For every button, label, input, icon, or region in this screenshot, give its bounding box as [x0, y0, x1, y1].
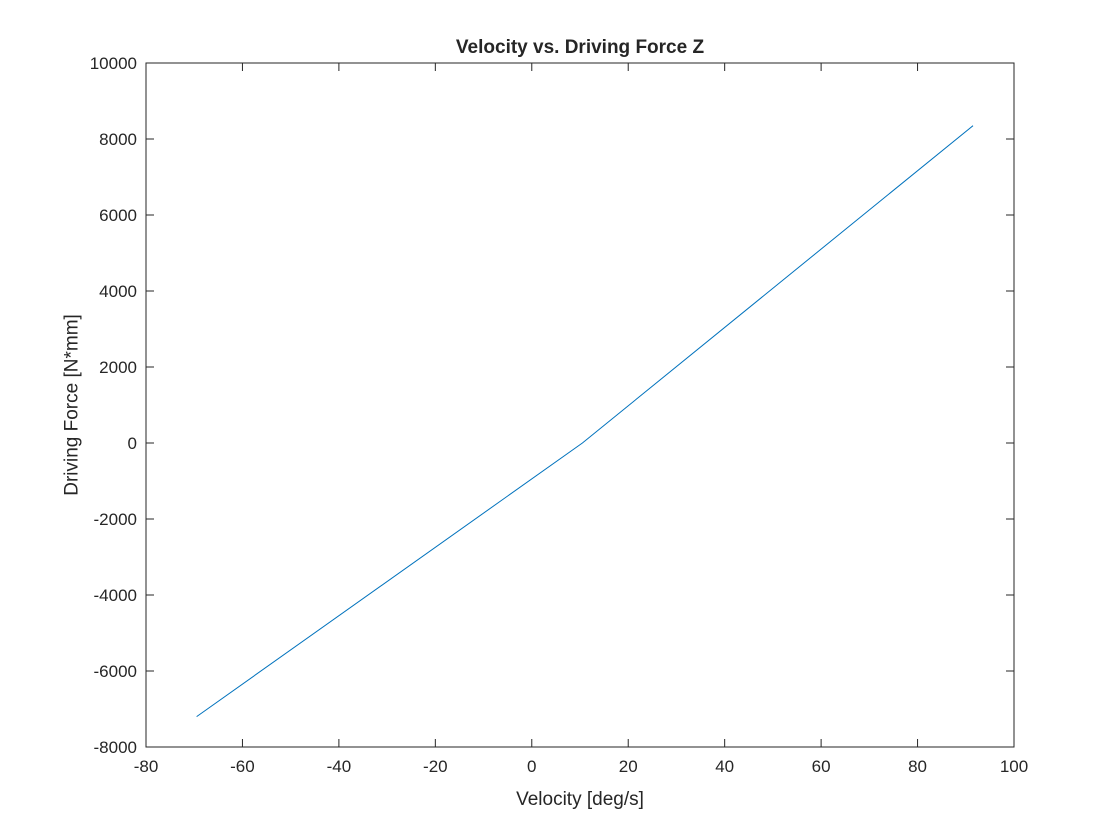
- series-layer: [196, 125, 974, 718]
- x-tick-label: 0: [527, 757, 536, 776]
- x-tick-label: 40: [715, 757, 734, 776]
- x-axis-label: Velocity [deg/s]: [516, 789, 644, 810]
- series-line: [196, 125, 974, 718]
- y-axis-label: Driving Force [N*mm]: [62, 314, 83, 496]
- x-tick-label: 20: [619, 757, 638, 776]
- y-tick-label: -2000: [94, 510, 137, 529]
- y-tick-label: -6000: [94, 662, 137, 681]
- x-tick-label: 60: [812, 757, 831, 776]
- x-tick-label: -20: [423, 757, 448, 776]
- y-tick-label: 6000: [99, 206, 137, 225]
- y-tick-label: -4000: [94, 586, 137, 605]
- x-tick-label: 80: [908, 757, 927, 776]
- plot-area: [146, 63, 1014, 747]
- y-tick-label: 10000: [90, 54, 137, 73]
- x-tick-label: 100: [1000, 757, 1028, 776]
- x-tick-label: -60: [230, 757, 255, 776]
- x-tick-label: -80: [134, 757, 159, 776]
- plot-frame: [145, 62, 1015, 748]
- y-tick-label: 2000: [99, 358, 137, 377]
- tick-labels: -80 -60 -40 -20 0 20 40 60 80 100 -8000 -6000 -4000 -…: [90, 54, 1028, 776]
- y-tick-label: 8000: [99, 130, 137, 149]
- y-tick-label: 0: [128, 434, 137, 453]
- y-tick-label: 4000: [99, 282, 137, 301]
- chart-title: Velocity vs. Driving Force Z: [456, 37, 705, 58]
- x-tick-label: -40: [327, 757, 352, 776]
- y-tick-label: -8000: [94, 738, 137, 757]
